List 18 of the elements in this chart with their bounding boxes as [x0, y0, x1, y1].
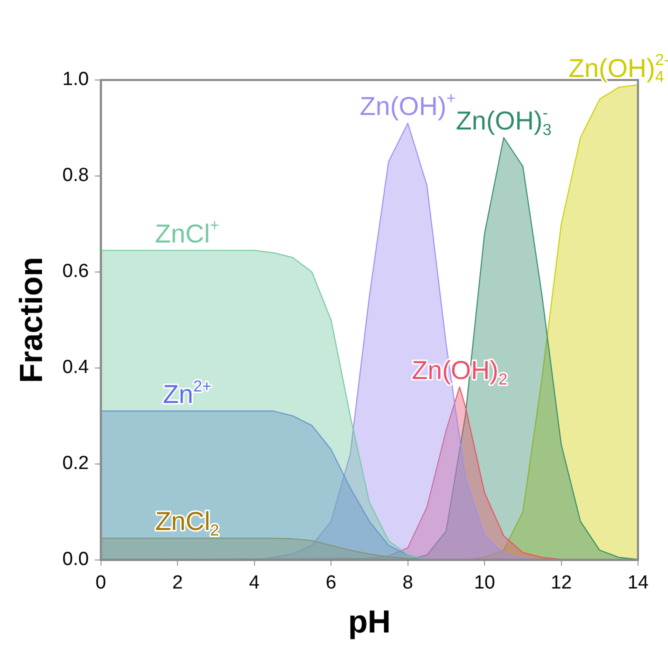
- y-tick-label: 0.6: [62, 261, 89, 282]
- x-tick-label: 14: [627, 572, 649, 594]
- series-label: Zn(OH)+: [360, 90, 456, 122]
- x-axis-title: pH: [348, 604, 391, 640]
- y-tick-label: 0.8: [62, 165, 89, 186]
- x-tick-label: 6: [326, 572, 336, 594]
- x-tick-label: 8: [402, 572, 414, 594]
- y-tick-label: 0.2: [62, 453, 89, 474]
- x-tick-label: 2: [172, 572, 183, 594]
- y-tick-label: 0.4: [62, 357, 90, 378]
- y-tick-label: 1.0: [62, 69, 89, 90]
- x-tick-label: 4: [249, 572, 260, 594]
- x-tick-label: 0: [96, 572, 106, 594]
- y-axis-title: Fraction: [13, 256, 50, 384]
- y-tick-label: 0.0: [62, 549, 89, 570]
- series-label: ZnCl+: [155, 218, 220, 248]
- x-tick-label: 10: [474, 572, 496, 594]
- x-tick-label: 12: [550, 572, 572, 594]
